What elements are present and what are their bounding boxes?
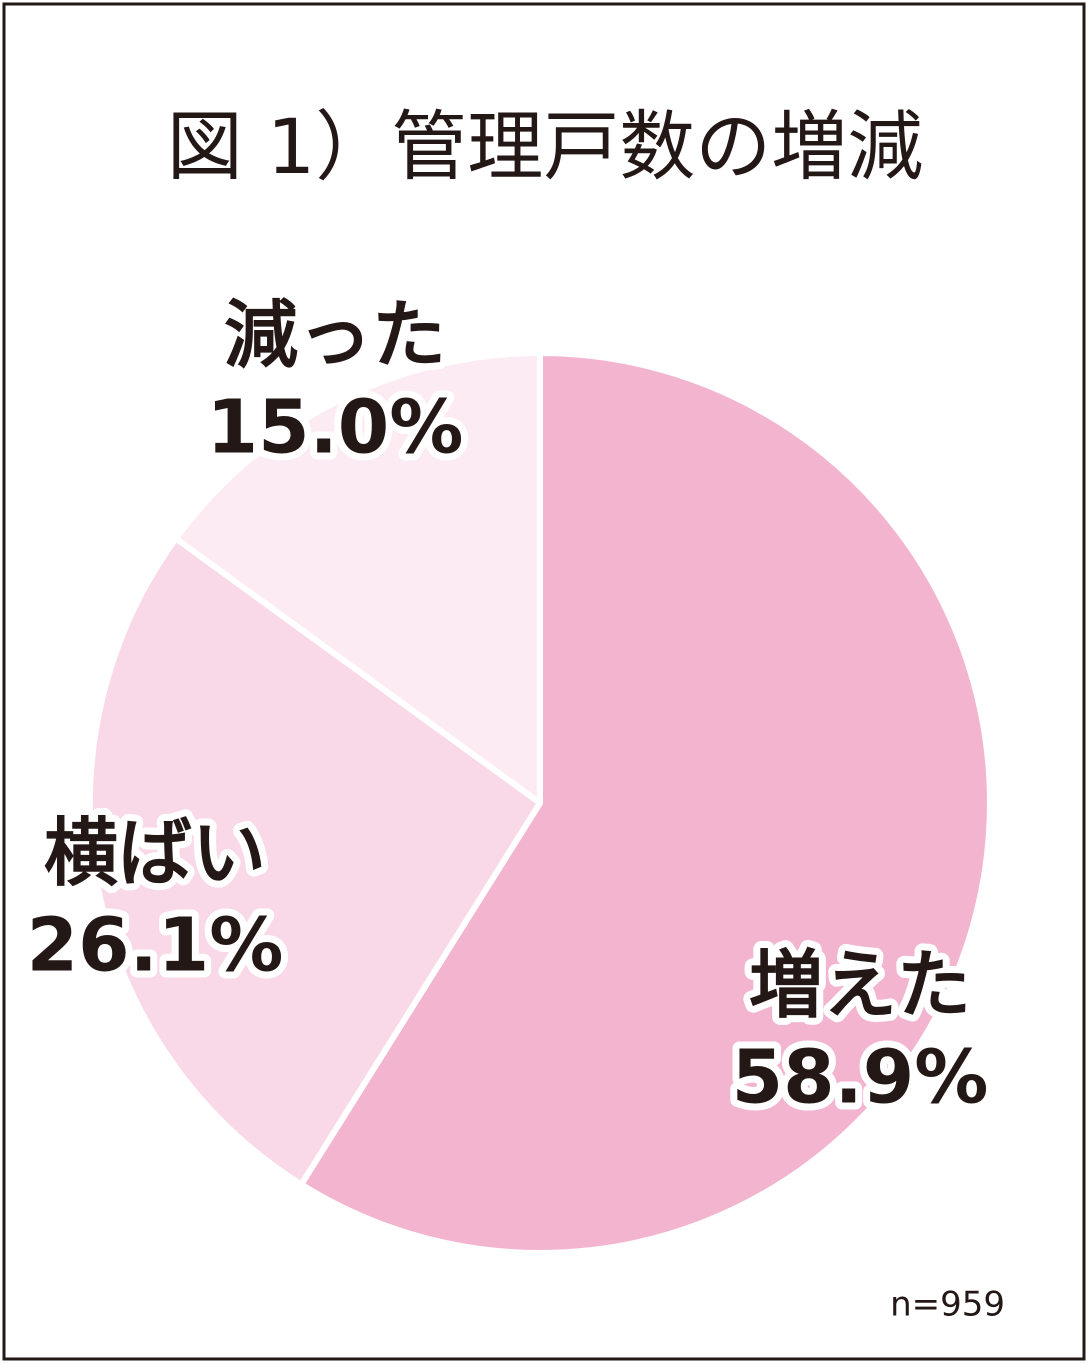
value-label: 15.0% <box>207 385 464 471</box>
slice-label: 増えた <box>749 943 971 1029</box>
annotation: n=959 <box>890 1285 1005 1325</box>
pie-slice <box>172 350 543 806</box>
pie <box>87 350 993 1256</box>
slice-label: 横ばい <box>44 811 266 897</box>
pie-slice <box>87 535 543 1188</box>
pie-slice <box>298 350 993 1256</box>
slice-label: 減った <box>224 293 446 379</box>
value-label: 26.1% <box>27 903 284 989</box>
chart-title: 図 1）管理戸数の増減 <box>167 102 924 191</box>
value-label: 58.9% <box>732 1035 989 1121</box>
